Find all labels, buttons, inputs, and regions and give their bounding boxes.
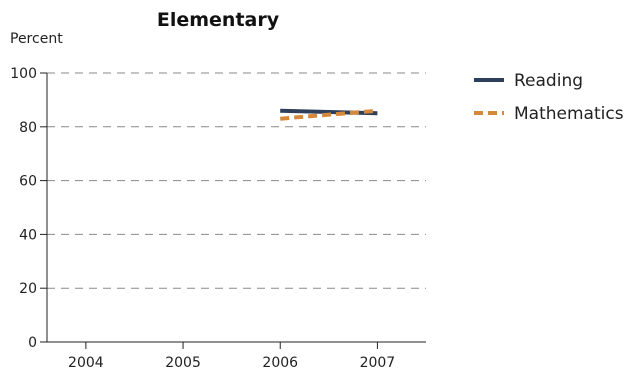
y-tick-label-40: 40 xyxy=(19,227,37,243)
grid-lines xyxy=(47,72,426,289)
legend-label-mathematics: Mathematics xyxy=(514,104,624,124)
y-tick-label-20: 20 xyxy=(19,281,37,297)
x-tick-label-2005: 2005 xyxy=(165,355,201,371)
axes xyxy=(40,72,426,349)
x-tick-label-2006: 2006 xyxy=(262,355,298,371)
series-line-mathematics xyxy=(280,108,378,121)
x-tick-label-2007: 2007 xyxy=(360,355,396,371)
y-axis-unit-label: Percent xyxy=(10,31,63,47)
chart-title: Elementary xyxy=(157,9,280,31)
y-tick-label-60: 60 xyxy=(19,174,37,190)
series-lines xyxy=(280,108,378,121)
x-tick-label-2004: 2004 xyxy=(68,355,104,371)
y-tick-label-100: 100 xyxy=(10,66,37,82)
y-tick-label-0: 0 xyxy=(28,335,37,351)
legend-label-reading: Reading xyxy=(514,71,583,91)
y-tick-label-80: 80 xyxy=(19,120,37,136)
legend: Reading Mathematics xyxy=(474,71,624,124)
tick-labels: 0 20 40 60 80 100 2004 2005 2006 2007 xyxy=(10,66,395,371)
series-line-reading xyxy=(280,108,378,116)
